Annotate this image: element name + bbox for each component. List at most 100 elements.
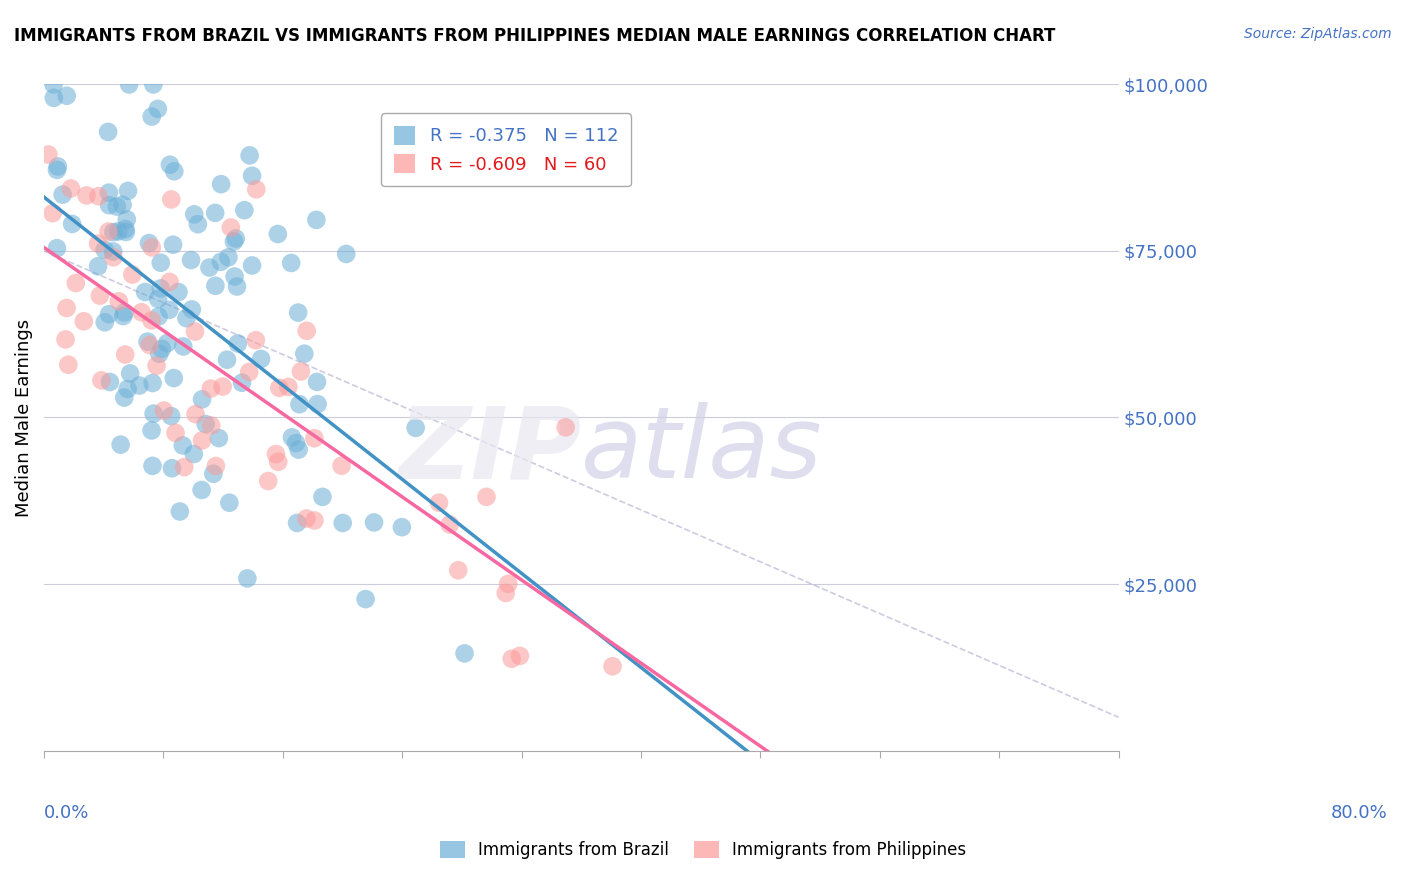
Immigrants from Brazil bbox=[167, 285, 190, 299]
Immigrants from Brazil bbox=[112, 309, 135, 323]
Text: Source: ZipAtlas.com: Source: ZipAtlas.com bbox=[1244, 27, 1392, 41]
Immigrants from Philippines bbox=[114, 347, 136, 361]
Immigrants from Brazil bbox=[231, 376, 253, 390]
Immigrants from Philippines bbox=[55, 333, 77, 347]
Immigrants from Brazil bbox=[42, 91, 65, 105]
Immigrants from Philippines bbox=[138, 338, 160, 352]
Immigrants from Philippines bbox=[269, 381, 291, 395]
Immigrants from Brazil bbox=[217, 250, 239, 264]
Immigrants from Brazil bbox=[305, 212, 328, 227]
Immigrants from Philippines bbox=[103, 250, 125, 264]
Immigrants from Brazil bbox=[240, 169, 263, 183]
Immigrants from Brazil bbox=[159, 158, 181, 172]
Immigrants from Brazil bbox=[141, 110, 163, 124]
Immigrants from Brazil bbox=[105, 200, 128, 214]
Immigrants from Brazil bbox=[169, 504, 191, 518]
Immigrants from Brazil bbox=[226, 279, 249, 293]
Immigrants from Philippines bbox=[76, 188, 98, 202]
Immigrants from Brazil bbox=[148, 347, 170, 361]
Immigrants from Philippines bbox=[65, 276, 87, 290]
Immigrants from Brazil bbox=[215, 352, 238, 367]
Immigrants from Brazil bbox=[162, 237, 184, 252]
Immigrants from Brazil bbox=[187, 217, 209, 231]
Immigrants from Brazil bbox=[163, 371, 186, 385]
Immigrants from Brazil bbox=[149, 256, 172, 270]
Immigrants from Brazil bbox=[194, 417, 217, 431]
Immigrants from Brazil bbox=[281, 430, 304, 444]
Text: ZIP: ZIP bbox=[398, 402, 581, 500]
Immigrants from Brazil bbox=[128, 378, 150, 392]
Immigrants from Philippines bbox=[475, 490, 498, 504]
Immigrants from Philippines bbox=[295, 511, 318, 525]
Legend: Immigrants from Brazil, Immigrants from Philippines: Immigrants from Brazil, Immigrants from … bbox=[433, 834, 973, 866]
Immigrants from Brazil bbox=[267, 227, 290, 241]
Immigrants from Brazil bbox=[172, 339, 194, 353]
Immigrants from Philippines bbox=[257, 474, 280, 488]
Immigrants from Brazil bbox=[107, 224, 129, 238]
Legend: R = -0.375   N = 112, R = -0.609   N = 60: R = -0.375 N = 112, R = -0.609 N = 60 bbox=[381, 113, 631, 186]
Immigrants from Brazil bbox=[250, 351, 273, 366]
Immigrants from Philippines bbox=[121, 268, 143, 282]
Immigrants from Brazil bbox=[208, 431, 231, 445]
Immigrants from Brazil bbox=[209, 255, 232, 269]
Immigrants from Brazil bbox=[236, 571, 259, 585]
Immigrants from Brazil bbox=[285, 436, 308, 450]
Immigrants from Brazil bbox=[335, 247, 357, 261]
Immigrants from Brazil bbox=[103, 225, 125, 239]
Y-axis label: Median Male Earnings: Median Male Earnings bbox=[15, 318, 32, 516]
Immigrants from Brazil bbox=[114, 305, 136, 319]
Immigrants from Philippines bbox=[330, 458, 353, 473]
Immigrants from Brazil bbox=[117, 184, 139, 198]
Immigrants from Brazil bbox=[142, 78, 165, 92]
Immigrants from Brazil bbox=[172, 438, 194, 452]
Immigrants from Brazil bbox=[141, 424, 163, 438]
Immigrants from Brazil bbox=[176, 311, 198, 326]
Immigrants from Philippines bbox=[55, 301, 77, 315]
Immigrants from Brazil bbox=[115, 225, 138, 239]
Immigrants from Brazil bbox=[136, 334, 159, 349]
Immigrants from Brazil bbox=[363, 516, 385, 530]
Immigrants from Brazil bbox=[191, 392, 214, 407]
Immigrants from Philippines bbox=[184, 407, 207, 421]
Immigrants from Brazil bbox=[42, 78, 65, 92]
Immigrants from Brazil bbox=[287, 305, 309, 319]
Immigrants from Brazil bbox=[94, 315, 117, 329]
Text: IMMIGRANTS FROM BRAZIL VS IMMIGRANTS FROM PHILIPPINES MEDIAN MALE EARNINGS CORRE: IMMIGRANTS FROM BRAZIL VS IMMIGRANTS FRO… bbox=[14, 27, 1056, 45]
Immigrants from Philippines bbox=[219, 220, 242, 235]
Immigrants from Philippines bbox=[439, 517, 461, 532]
Immigrants from Philippines bbox=[58, 358, 80, 372]
Immigrants from Brazil bbox=[183, 447, 205, 461]
Immigrants from Brazil bbox=[292, 347, 315, 361]
Immigrants from Brazil bbox=[285, 516, 308, 530]
Immigrants from Philippines bbox=[200, 382, 222, 396]
Immigrants from Brazil bbox=[141, 458, 163, 473]
Immigrants from Brazil bbox=[233, 203, 256, 218]
Immigrants from Brazil bbox=[180, 253, 202, 268]
Immigrants from Brazil bbox=[114, 222, 136, 236]
Immigrants from Brazil bbox=[55, 88, 77, 103]
Immigrants from Brazil bbox=[120, 367, 142, 381]
Immigrants from Philippines bbox=[145, 359, 167, 373]
Immigrants from Philippines bbox=[59, 181, 82, 195]
Immigrants from Brazil bbox=[117, 382, 139, 396]
Immigrants from Brazil bbox=[305, 375, 328, 389]
Immigrants from Philippines bbox=[501, 652, 523, 666]
Immigrants from Brazil bbox=[46, 162, 69, 177]
Immigrants from Philippines bbox=[184, 325, 207, 339]
Immigrants from Philippines bbox=[160, 193, 183, 207]
Text: 80.0%: 80.0% bbox=[1330, 804, 1388, 822]
Immigrants from Philippines bbox=[602, 659, 624, 673]
Immigrants from Brazil bbox=[142, 376, 165, 390]
Immigrants from Brazil bbox=[45, 241, 67, 255]
Immigrants from Philippines bbox=[447, 563, 470, 577]
Immigrants from Brazil bbox=[354, 592, 377, 607]
Immigrants from Philippines bbox=[141, 313, 163, 327]
Immigrants from Brazil bbox=[103, 244, 125, 259]
Immigrants from Brazil bbox=[46, 160, 69, 174]
Immigrants from Brazil bbox=[148, 310, 170, 324]
Immigrants from Philippines bbox=[89, 288, 111, 302]
Immigrants from Brazil bbox=[204, 206, 226, 220]
Immigrants from Brazil bbox=[280, 256, 302, 270]
Immigrants from Philippines bbox=[97, 225, 120, 239]
Immigrants from Brazil bbox=[98, 375, 121, 389]
